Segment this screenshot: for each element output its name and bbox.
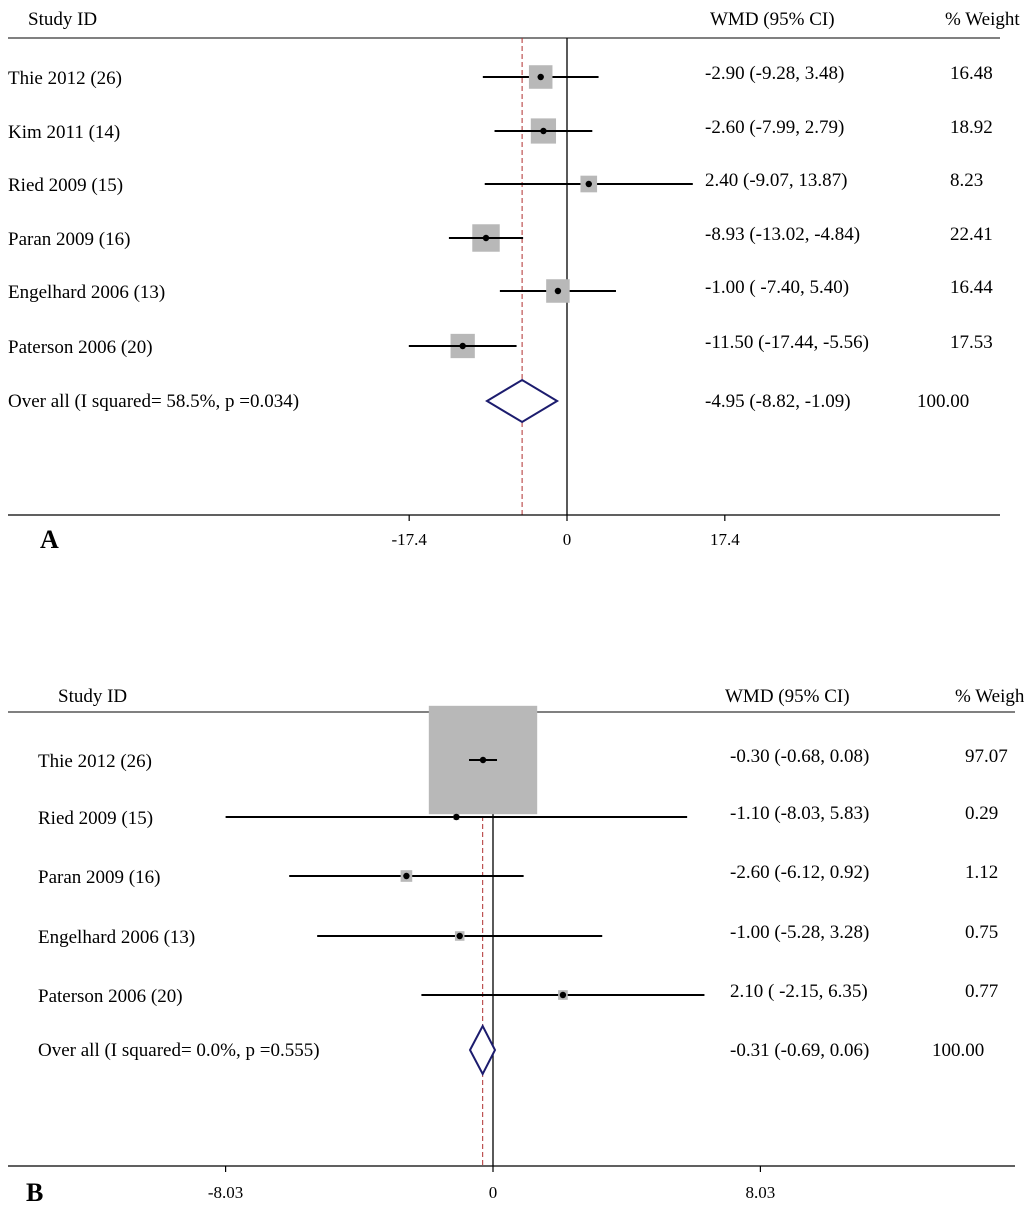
point-estimate <box>537 73 544 81</box>
point-estimate <box>456 932 463 940</box>
point-estimate <box>585 180 592 188</box>
x-tick-label: -8.03 <box>208 1183 243 1202</box>
study-label: Thie 2012 (26) <box>8 68 122 89</box>
x-tick-label: 17.4 <box>710 530 740 549</box>
point-estimate <box>540 127 547 135</box>
panel-letter: B <box>26 1178 43 1207</box>
header-wmd-ci: WMD (95% CI) <box>710 9 835 30</box>
header-study-id: Study ID <box>28 9 97 30</box>
study-label: Ried 2009 (15) <box>8 175 123 196</box>
header-wmd-ci: WMD (95% CI) <box>725 686 850 707</box>
overall-diamond <box>485 378 560 424</box>
overall-ci-text: -4.95 (-8.82, -1.09) <box>705 391 851 412</box>
ci-text: -11.50 (-17.44, -5.56) <box>705 332 869 353</box>
ci-text: -8.93 (-13.02, -4.84) <box>705 224 860 245</box>
weight-text: 22.41 <box>950 224 993 245</box>
ci-text: -2.60 (-7.99, 2.79) <box>705 117 844 138</box>
point-estimate <box>479 756 487 764</box>
ci-text: -2.60 (-6.12, 0.92) <box>730 862 869 883</box>
study-label: Thie 2012 (26) <box>38 751 152 772</box>
overall-weight-text: 100.00 <box>932 1040 984 1061</box>
ci-text: -0.30 (-0.68, 0.08) <box>730 746 869 767</box>
x-tick-label: 0 <box>563 530 572 549</box>
ci-text: 2.40 (-9.07, 13.87) <box>705 170 847 191</box>
ci-text: 2.10 ( -2.15, 6.35) <box>730 981 868 1002</box>
study-label: Engelhard 2006 (13) <box>38 927 195 948</box>
weight-text: 8.23 <box>950 170 983 191</box>
overall-ci-text: -0.31 (-0.69, 0.06) <box>730 1040 869 1061</box>
ci-text: -2.90 (-9.28, 3.48) <box>705 63 844 84</box>
ci-text: -1.00 ( -7.40, 5.40) <box>705 277 849 298</box>
header-weight: % Weight <box>945 9 1020 30</box>
weight-text: 97.07 <box>965 746 1008 767</box>
weight-text: 0.29 <box>965 803 998 824</box>
forest-panel-b: Study ID WMD (95% CI) % Weight Thie 2012 (2… <box>8 686 1024 1207</box>
weight-text: 16.44 <box>950 277 993 298</box>
study-label: Paran 2009 (16) <box>8 229 130 250</box>
weight-text: 17.53 <box>950 332 993 353</box>
ci-text: -1.10 (-8.03, 5.83) <box>730 803 869 824</box>
weight-text: 18.92 <box>950 117 993 138</box>
panel-letter: A <box>40 525 59 554</box>
x-tick-label: -17.4 <box>391 530 427 549</box>
point-estimate <box>559 991 567 999</box>
point-estimate <box>482 234 490 242</box>
weight-text: 1.12 <box>965 862 998 883</box>
forest-panel-a: Study ID WMD (95% CI) % Weight Thie 2012 (2… <box>8 9 1020 554</box>
x-tick-label: 8.03 <box>746 1183 776 1202</box>
point-estimate <box>403 872 410 880</box>
ci-text: -1.00 (-5.28, 3.28) <box>730 922 869 943</box>
weight-text: 0.75 <box>965 922 998 943</box>
overall-diamond <box>468 1023 497 1077</box>
point-estimate <box>459 342 466 350</box>
header-study-id: Study ID <box>58 686 127 707</box>
study-label: Kim 2011 (14) <box>8 122 120 143</box>
x-tick-label: 0 <box>489 1183 498 1202</box>
study-label: Ried 2009 (15) <box>38 808 153 829</box>
study-label: Paterson 2006 (20) <box>38 986 183 1007</box>
point-estimate <box>453 813 460 821</box>
overall-label: Over all (I squared= 0.0%, p =0.555) <box>38 1040 320 1061</box>
study-label: Paterson 2006 (20) <box>8 337 153 358</box>
study-label: Engelhard 2006 (13) <box>8 282 165 303</box>
weight-text: 16.48 <box>950 63 993 84</box>
weight-text: 0.77 <box>965 981 998 1002</box>
header-weight: % Weight <box>955 686 1024 707</box>
study-label: Paran 2009 (16) <box>38 867 160 888</box>
overall-label: Over all (I squared= 58.5%, p =0.034) <box>8 391 299 412</box>
overall-weight-text: 100.00 <box>917 391 969 412</box>
point-estimate <box>554 287 562 295</box>
